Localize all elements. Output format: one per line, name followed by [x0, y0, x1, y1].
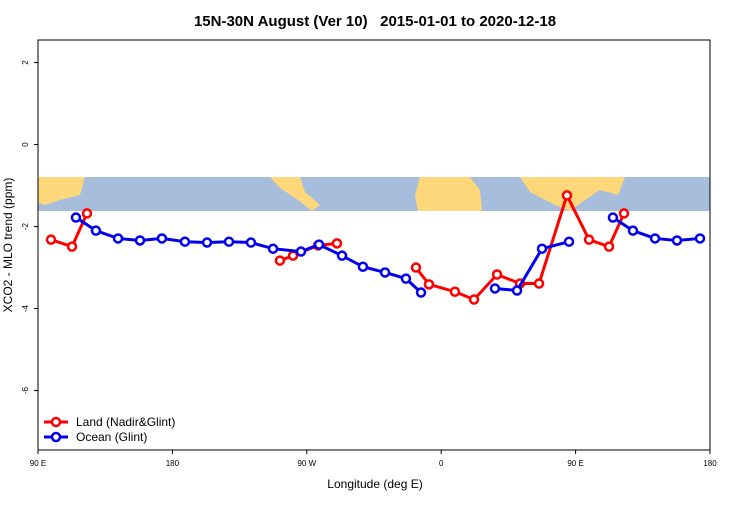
point	[627, 225, 639, 236]
point	[415, 287, 427, 298]
x-tick-label: 180	[703, 459, 717, 468]
x-tick-label: 90 E	[567, 459, 583, 468]
legend-marker	[50, 431, 62, 443]
point	[400, 273, 412, 284]
point	[607, 212, 619, 223]
y-tick-label: 2	[21, 60, 30, 65]
point	[274, 255, 286, 266]
point	[533, 278, 545, 289]
point	[489, 283, 501, 294]
x-tick-label: 180	[166, 459, 180, 468]
x-axis-label: Longitude (deg E)	[327, 477, 422, 491]
point	[331, 238, 343, 249]
point	[70, 212, 82, 223]
point	[694, 233, 706, 244]
point	[267, 243, 279, 254]
point	[112, 233, 124, 244]
legend-label: Land (Nadir&Glint)	[76, 415, 175, 429]
point	[618, 208, 630, 219]
point	[563, 236, 575, 247]
point	[245, 237, 257, 248]
point	[336, 250, 348, 261]
plot-frame	[37, 39, 711, 451]
point	[649, 233, 661, 244]
point	[287, 250, 299, 261]
legend-label: Ocean (Glint)	[76, 430, 147, 444]
series-line	[75, 216, 701, 294]
point	[313, 239, 325, 250]
point	[583, 234, 595, 245]
point	[410, 262, 422, 273]
point	[156, 233, 168, 244]
x-tick-label: 90 E	[30, 459, 46, 468]
point	[603, 241, 615, 252]
point	[561, 190, 573, 201]
y-tick-label: -6	[21, 386, 30, 394]
point	[81, 208, 93, 219]
point	[449, 286, 461, 297]
point	[134, 235, 146, 246]
y-tick-label: 0	[21, 142, 30, 147]
x-tick-label: 90 W	[297, 459, 316, 468]
point	[468, 294, 480, 305]
point	[295, 246, 307, 257]
legend-marker	[50, 416, 62, 428]
point	[423, 279, 435, 290]
map-band	[38, 177, 710, 211]
point	[491, 269, 503, 280]
y-tick-label: -4	[21, 304, 30, 312]
x-tick-label: 0	[439, 459, 444, 468]
point	[536, 243, 548, 254]
point	[201, 237, 213, 248]
y-tick-label: -2	[21, 222, 30, 230]
point	[223, 236, 235, 247]
point	[45, 234, 57, 245]
point	[179, 236, 191, 247]
point	[511, 285, 523, 296]
y-axis-label: XCO2 - MLO trend (ppm)	[1, 178, 15, 313]
point	[379, 267, 391, 278]
point	[671, 235, 683, 246]
point	[66, 241, 78, 252]
chart-title: 15N-30N August (Ver 10) 2015-01-01 to 20…	[194, 13, 556, 30]
point	[90, 225, 102, 236]
point	[357, 261, 369, 272]
